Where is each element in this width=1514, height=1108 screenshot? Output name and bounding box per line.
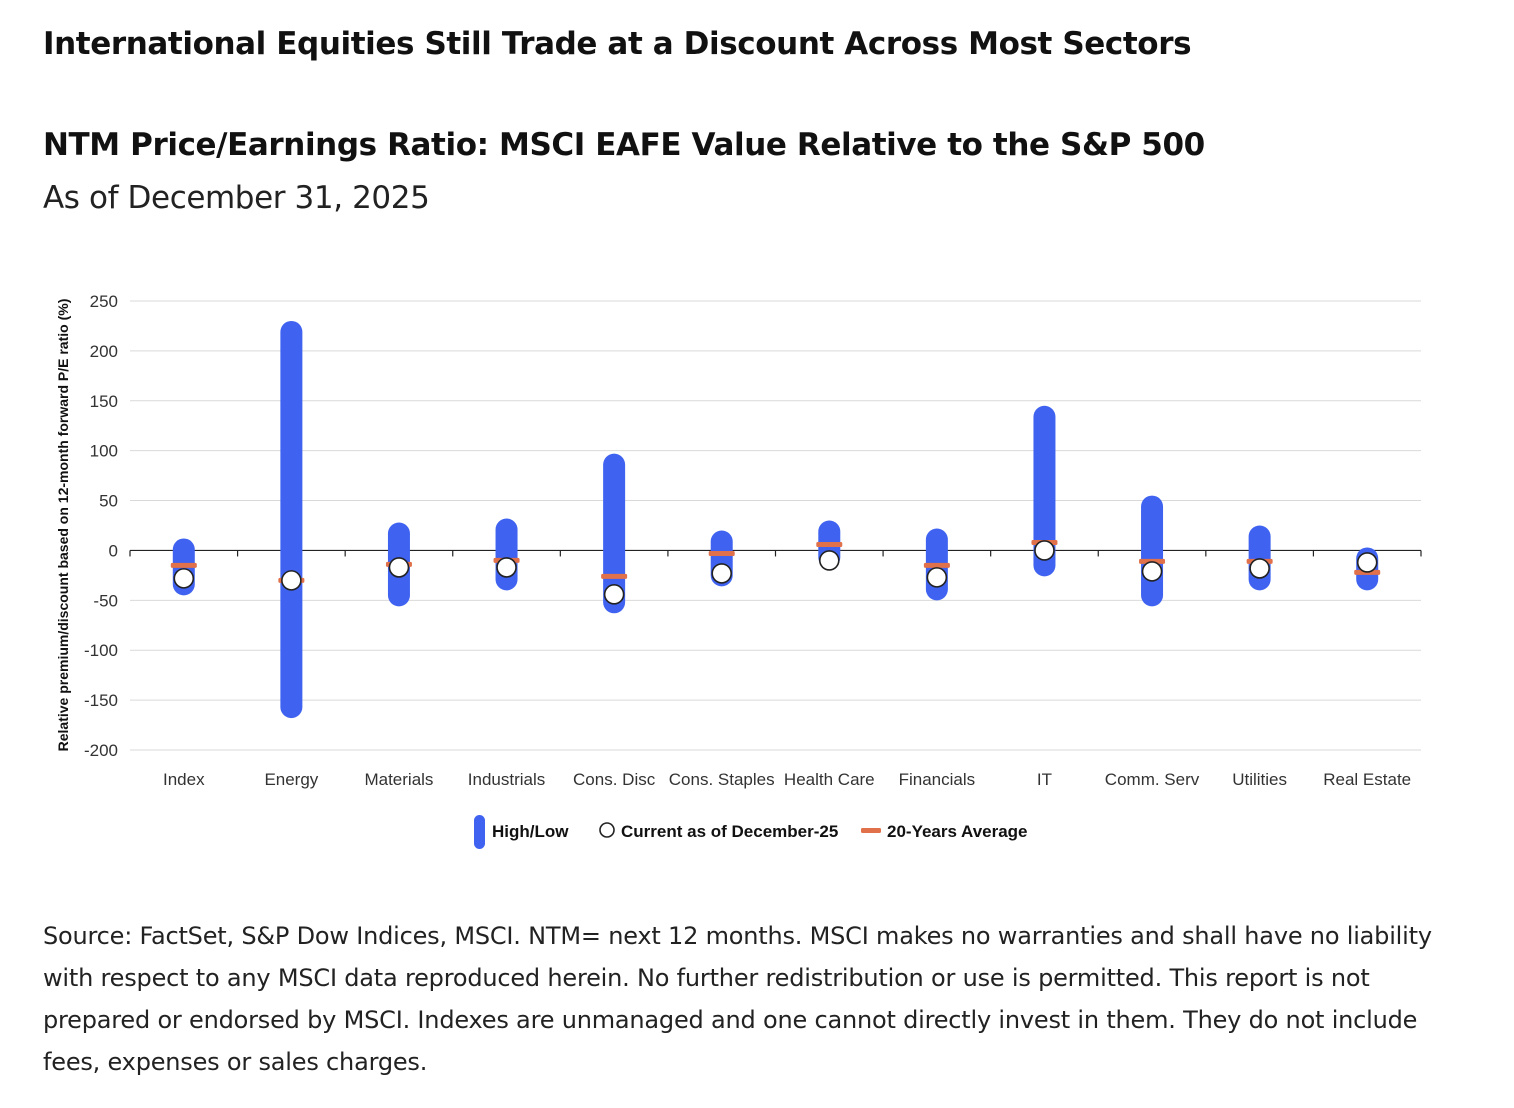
- average-marker: [601, 573, 628, 579]
- category-label: IT: [1037, 770, 1052, 789]
- current-point: [1249, 558, 1270, 579]
- y-tick-label: -200: [84, 741, 118, 760]
- category-label: Cons. Staples: [669, 770, 775, 789]
- range-bar: [280, 320, 303, 719]
- range-bar: [495, 518, 518, 591]
- current-point: [496, 557, 517, 578]
- category-label: Index: [163, 770, 205, 789]
- current-point: [603, 584, 625, 605]
- y-tick-label: 50: [99, 492, 118, 511]
- average-marker: [923, 562, 950, 568]
- legend-current-swatch: [599, 822, 615, 838]
- chart-subtitle: As of December 31, 2025: [43, 180, 430, 216]
- category-label: Materials: [364, 770, 433, 789]
- category-label: Utilities: [1232, 770, 1287, 789]
- y-axis-ticks: 250 200 150 100 50 0 -50 -100 -150 -200: [84, 292, 118, 760]
- y-tick-label: 250: [90, 292, 118, 311]
- y-tick-label: 100: [90, 442, 118, 461]
- chart-marks: [170, 320, 1381, 719]
- y-tick-label: 200: [90, 342, 118, 361]
- legend-range-label: High/Low: [492, 822, 569, 841]
- range-bar: [1033, 405, 1056, 577]
- current-point: [1141, 561, 1163, 582]
- average-marker: [816, 541, 843, 547]
- y-tick-label: -50: [93, 591, 118, 610]
- page-headline: International Equities Still Trade at a …: [43, 26, 1192, 62]
- current-point: [818, 550, 840, 571]
- y-tick-label: 0: [109, 541, 118, 560]
- y-axis-label: Relative premium/discount based on 12-mo…: [55, 299, 71, 752]
- range-bar: [1248, 525, 1271, 591]
- legend-current-label: Current as of December-25: [621, 822, 838, 841]
- chart-title: NTM Price/Earnings Ratio: MSCI EAFE Valu…: [43, 127, 1205, 163]
- category-label: Comm. Serv: [1105, 770, 1200, 789]
- current-point: [1034, 540, 1055, 561]
- zero-axis: [129, 549, 1422, 557]
- current-point: [1356, 552, 1378, 573]
- gridlines: [130, 300, 1421, 751]
- source-note: Source: FactSet, S&P Dow Indices, MSCI. …: [43, 922, 1432, 1076]
- legend-average-swatch: [861, 828, 881, 833]
- category-label: Health Care: [784, 770, 875, 789]
- y-tick-label: 150: [90, 392, 118, 411]
- category-label: Industrials: [468, 770, 545, 789]
- category-label: Energy: [264, 770, 318, 789]
- category-labels: Index Energy Materials Industrials Cons. Dis…: [163, 770, 1411, 789]
- category-label: Cons. Disc: [573, 770, 656, 789]
- current-point: [711, 563, 733, 584]
- legend-range-swatch: [474, 815, 485, 849]
- current-point: [926, 567, 948, 588]
- current-point: [281, 570, 302, 591]
- legend-average-label: 20-Years Average: [887, 822, 1028, 841]
- y-tick-label: -150: [84, 691, 118, 710]
- average-marker: [170, 562, 197, 568]
- legend: High/Low Current as of December-25 20-Ye…: [474, 815, 1028, 849]
- current-point: [388, 557, 410, 578]
- range-bar: [603, 453, 626, 614]
- range-bar: [1141, 495, 1164, 607]
- y-tick-label: -100: [84, 641, 118, 660]
- average-marker: [708, 550, 735, 556]
- category-label: Financials: [899, 770, 976, 789]
- category-label: Real Estate: [1323, 770, 1411, 789]
- range-chart: 250 200 150 100 50 0 -50 -100 -150 -200 Relative …: [55, 292, 1422, 849]
- current-point: [173, 568, 195, 589]
